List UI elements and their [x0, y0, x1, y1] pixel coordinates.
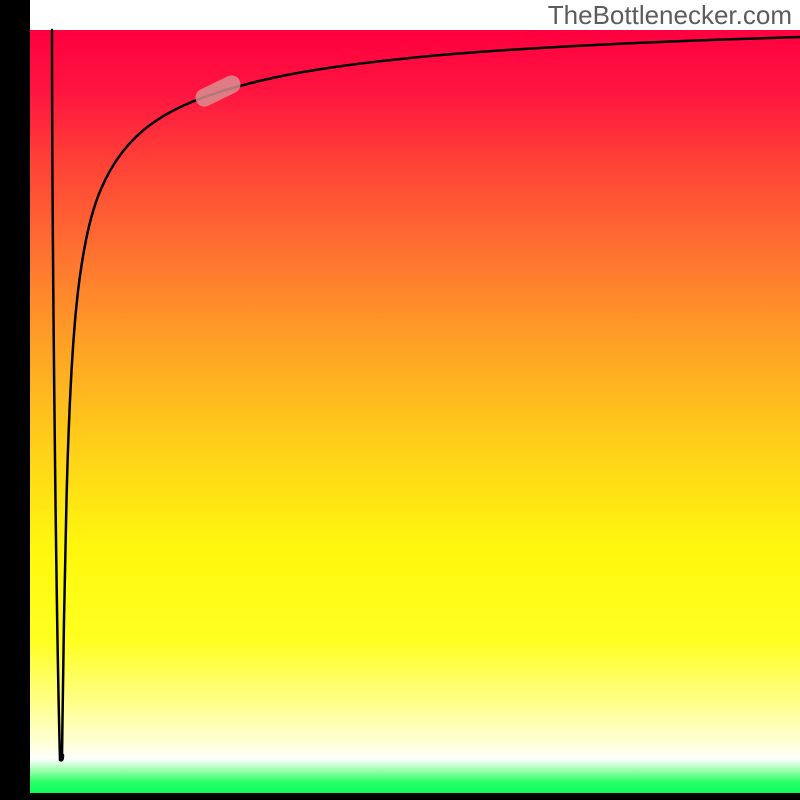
gradient-background: [30, 30, 800, 793]
watermark-label: TheBottlenecker.com: [548, 0, 792, 31]
chart-container: TheBottlenecker.com: [0, 0, 800, 800]
chart-svg: [0, 0, 800, 800]
